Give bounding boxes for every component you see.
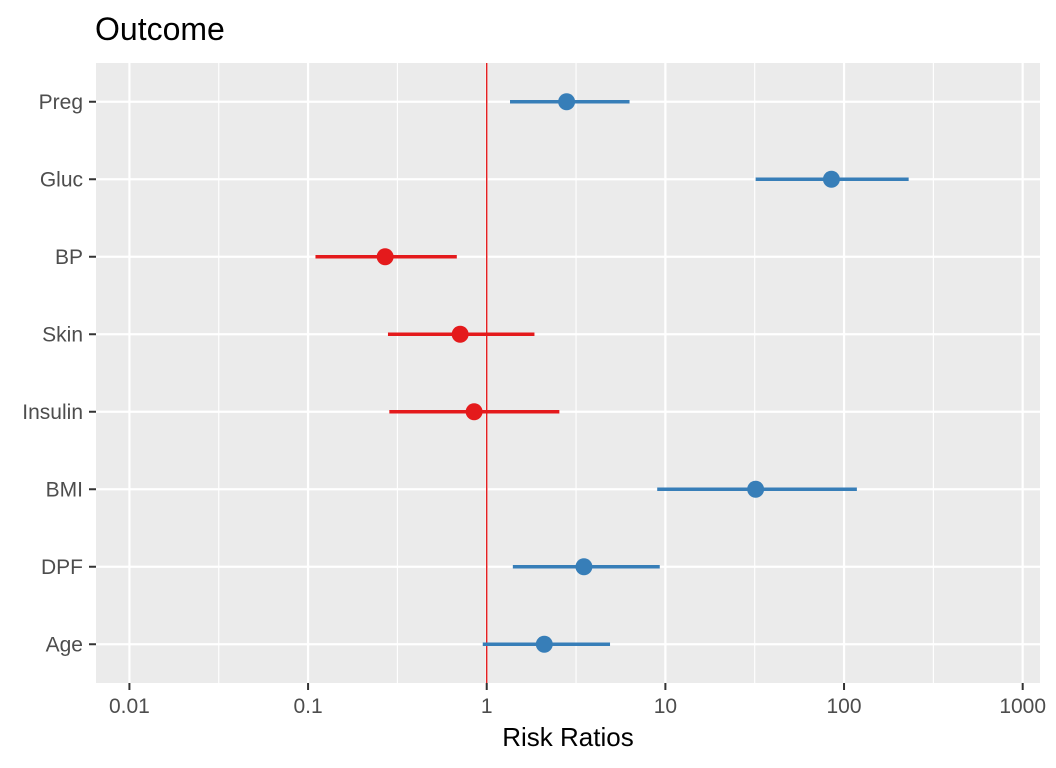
x-tick-label: 1 (481, 695, 493, 718)
x-axis-title: Risk Ratios (502, 722, 633, 752)
x-tick-label: 1000 (999, 695, 1046, 718)
x-tick-label: 0.1 (293, 695, 322, 718)
y-tick-label-insulin: Insulin (22, 401, 83, 424)
y-tick-label-bp: BP (55, 246, 83, 269)
chart-title: Outcome (95, 11, 225, 47)
y-tick-label-dpf: DPF (41, 556, 83, 579)
y-tick-label-gluc: Gluc (40, 168, 83, 191)
x-axis: 0.01 0.1 1 10 100 1000 (109, 683, 1046, 718)
y-tick-label-bmi: BMI (46, 478, 83, 501)
point-insulin (465, 403, 483, 421)
y-tick-label-skin: Skin (42, 323, 83, 346)
y-tick-label-age: Age (46, 633, 83, 656)
point-bmi (747, 480, 765, 498)
plot-panel (96, 63, 1040, 683)
y-tick-label-preg: Preg (39, 91, 83, 114)
x-tick-label: 0.01 (109, 695, 150, 718)
point-skin (451, 325, 469, 343)
y-axis: Preg Gluc BP Skin Insulin BMI DPF Age (22, 91, 96, 656)
point-gluc (822, 170, 840, 188)
point-bp (376, 248, 394, 266)
minor-gridlines (218, 63, 934, 683)
point-preg (558, 93, 576, 111)
point-age (535, 635, 553, 653)
point-dpf (575, 558, 593, 576)
x-tick-label: 10 (654, 695, 677, 718)
data-marks (315, 93, 909, 653)
x-tick-label: 100 (827, 695, 862, 718)
